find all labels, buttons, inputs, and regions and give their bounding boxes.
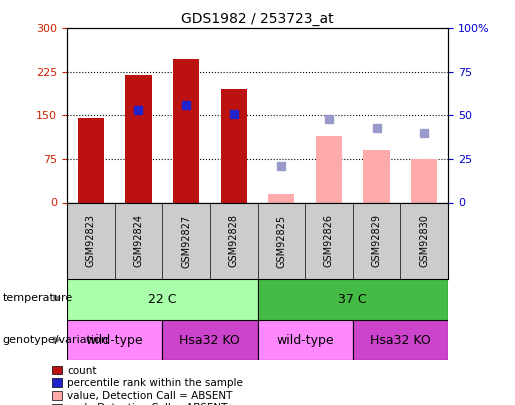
Text: Hsa32 KO: Hsa32 KO: [370, 334, 431, 347]
Bar: [67, 279, 258, 320]
Bar: [220, 90, 247, 202]
Bar: [258, 279, 448, 320]
Text: Hsa32 KO: Hsa32 KO: [180, 334, 240, 347]
Text: GSM92828: GSM92828: [229, 215, 238, 267]
Text: GSM92827: GSM92827: [181, 214, 191, 268]
Text: GSM92830: GSM92830: [419, 215, 429, 267]
Text: wild-type: wild-type: [277, 334, 334, 347]
Bar: [316, 136, 342, 202]
Bar: [364, 150, 390, 202]
Bar: [78, 118, 104, 202]
Bar: [353, 320, 448, 360]
Text: GSM92825: GSM92825: [277, 214, 286, 268]
Bar: [411, 159, 437, 202]
Text: temperature: temperature: [3, 293, 73, 303]
Text: GSM92824: GSM92824: [133, 215, 143, 267]
Legend: count, percentile rank within the sample, value, Detection Call = ABSENT, rank, : count, percentile rank within the sample…: [52, 366, 243, 405]
Text: genotype/variation: genotype/variation: [3, 335, 109, 345]
Bar: [162, 320, 258, 360]
Bar: [258, 320, 353, 360]
Text: GSM92823: GSM92823: [86, 215, 96, 267]
Bar: [268, 194, 295, 202]
Text: GSM92826: GSM92826: [324, 215, 334, 267]
Bar: [173, 59, 199, 202]
Text: 37 C: 37 C: [338, 293, 367, 306]
Title: GDS1982 / 253723_at: GDS1982 / 253723_at: [181, 12, 334, 26]
Bar: [67, 320, 162, 360]
Bar: [125, 75, 151, 202]
Text: GSM92829: GSM92829: [372, 215, 382, 267]
Text: 22 C: 22 C: [148, 293, 177, 306]
Text: wild-type: wild-type: [86, 334, 143, 347]
